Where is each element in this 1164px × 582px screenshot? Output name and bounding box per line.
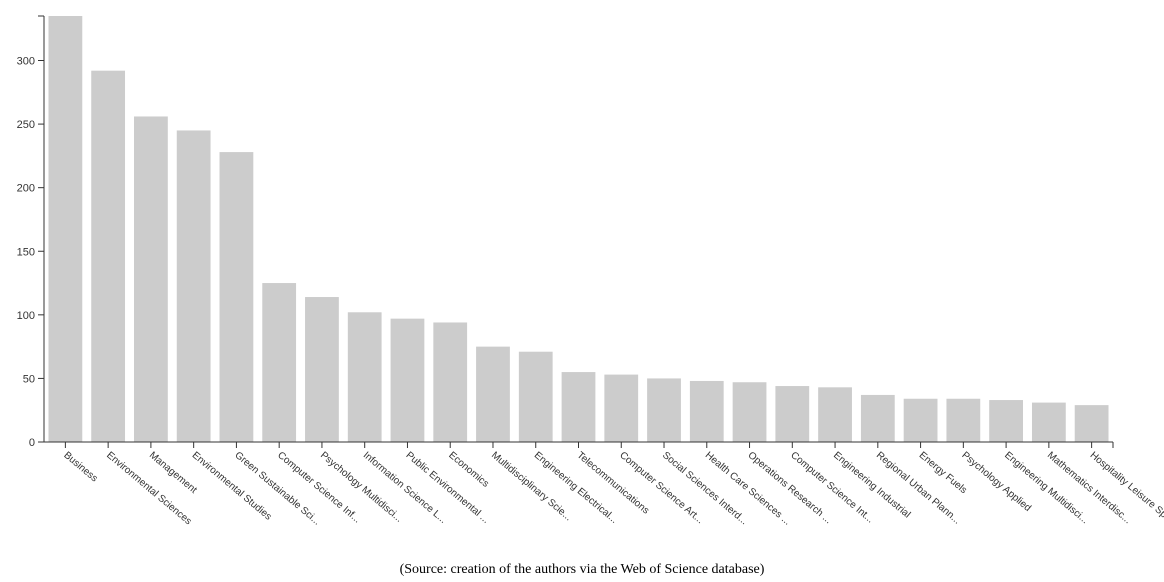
bar-10 bbox=[476, 346, 510, 442]
x-tick-label-12: Telecommunications bbox=[575, 450, 651, 517]
x-tick-label-16: Operations Research ... bbox=[746, 450, 834, 526]
bar-15 bbox=[689, 380, 724, 442]
bar-14 bbox=[647, 378, 681, 442]
y-tick-label-200: 200 bbox=[17, 183, 35, 195]
bar-18 bbox=[818, 387, 852, 442]
bar-17 bbox=[775, 386, 810, 442]
bar-4 bbox=[219, 152, 254, 442]
x-tick-label-14: Social Sciences Interd... bbox=[660, 450, 749, 527]
y-tick-label-0: 0 bbox=[29, 437, 35, 449]
x-tick-label-11: Engineering Electrical... bbox=[532, 450, 620, 526]
source-caption: (Source: creation of the authors via the… bbox=[399, 562, 765, 577]
bar-8 bbox=[390, 318, 425, 442]
bar-13 bbox=[604, 374, 639, 442]
x-tick-label-5: Computer Science Inf... bbox=[275, 450, 362, 526]
bar-6 bbox=[305, 297, 339, 442]
y-tick-label-100: 100 bbox=[17, 310, 35, 322]
bar-23 bbox=[1031, 402, 1066, 442]
y-axis: 0 50 100 150 200 250 300 bbox=[17, 15, 45, 449]
bar-24 bbox=[1074, 405, 1109, 442]
bar-19 bbox=[860, 394, 895, 442]
x-tick-label-17: Computer Science Int... bbox=[788, 450, 875, 526]
x-tick-label-4: Green Sustainable Sci... bbox=[232, 450, 322, 528]
x-tick-label-23: Mathematics Interdisc... bbox=[1045, 450, 1133, 526]
bar-9 bbox=[433, 322, 468, 442]
x-tick-label-19: Regional Urban Plann... bbox=[874, 450, 962, 527]
x-tick-label-18: Engineering Industrial bbox=[831, 450, 912, 521]
bar-7 bbox=[347, 312, 382, 442]
bars-layer bbox=[48, 16, 1109, 443]
y-tick-label-50: 50 bbox=[23, 373, 35, 385]
x-axis: Business Environmental SciencesManagement… bbox=[44, 441, 1164, 528]
x-tick-label-22: Engineering Multidisci... bbox=[1002, 450, 1090, 526]
x-tick-label-9: Economics bbox=[446, 450, 491, 490]
y-tick-label-250: 250 bbox=[17, 119, 35, 131]
x-tick-label-15: Health Care Sciences ... bbox=[703, 450, 793, 528]
x-tick-label-13: Computer Science Art... bbox=[617, 450, 705, 526]
x-tick-label-8: Public Environmental ... bbox=[404, 450, 492, 526]
bar-2 bbox=[134, 116, 168, 443]
bar-11 bbox=[518, 351, 553, 442]
x-tick-label-7: Information Science L... bbox=[361, 450, 449, 526]
y-tick-label-150: 150 bbox=[17, 246, 35, 258]
bar-1 bbox=[91, 70, 126, 443]
x-tick-label-0: Business bbox=[61, 450, 99, 485]
bar-3 bbox=[176, 130, 211, 442]
x-tick-label-6: Psychology Multidisci... bbox=[318, 450, 404, 525]
bar-0 bbox=[48, 16, 83, 442]
bar-12 bbox=[561, 372, 596, 442]
x-tick-label-10: Multidisciplinary Scie... bbox=[489, 450, 574, 523]
bar-16 bbox=[732, 382, 767, 442]
bar-21 bbox=[946, 398, 981, 442]
bar-22 bbox=[989, 400, 1023, 442]
y-tick-label-300: 300 bbox=[17, 56, 35, 68]
x-tick-label-1: Environmental Sciences bbox=[104, 450, 193, 527]
bar-5 bbox=[262, 283, 297, 442]
x-tick-label-3: Environmental Studies bbox=[190, 450, 274, 523]
bar-20 bbox=[903, 398, 938, 442]
